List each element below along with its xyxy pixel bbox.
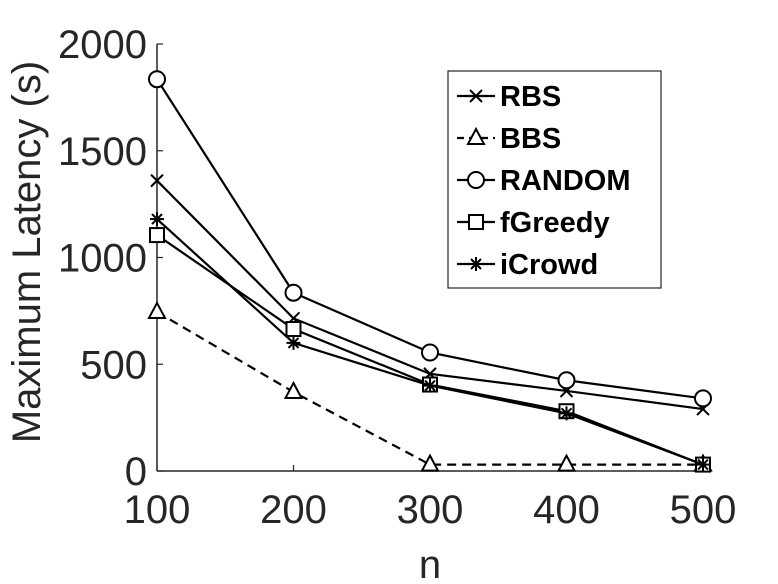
legend-marker-rbs — [469, 89, 483, 103]
series-random-point — [148, 70, 166, 89]
series-icrowd-point-stroke — [287, 337, 300, 349]
legend-item-random: RANDOM — [457, 165, 631, 197]
legend-marker-fgreedy — [468, 214, 484, 230]
series-icrowd-point-stroke — [697, 458, 709, 471]
series-random — [148, 70, 712, 408]
series-fgreedy-point — [285, 321, 302, 338]
series-icrowd-point — [559, 406, 574, 421]
x-tick-label: 400 — [533, 488, 600, 532]
series-bbs-point — [283, 380, 304, 400]
series-icrowd-point-stroke — [560, 407, 573, 420]
legend-label-icrowd: iCrowd — [500, 249, 598, 281]
x-tick-label: 500 — [670, 488, 737, 532]
x-axis-title: n — [419, 543, 441, 584]
legend-label-random: RANDOM — [500, 165, 631, 197]
series-bbs-point — [556, 453, 577, 472]
legend-marker-random — [467, 171, 485, 189]
legend-marker-icrowd — [469, 257, 483, 271]
series-icrowd-point — [423, 378, 437, 393]
y-tick-label: 1000 — [58, 237, 147, 281]
x-tick-label: 200 — [260, 488, 327, 532]
x-tick-label: 100 — [124, 488, 191, 532]
series-rbs-point — [150, 173, 164, 188]
series-bbs-point — [420, 453, 440, 472]
y-ticks: 0 500 1000 1500 2000 — [58, 23, 163, 494]
legend-item-bbs: BBS — [457, 123, 561, 155]
series-icrowd-point — [150, 212, 164, 227]
legend-marker-bbs — [466, 126, 486, 145]
series-icrowd-point-stroke — [151, 213, 163, 225]
legend-label-rbs: RBS — [500, 81, 561, 113]
legend-marker-rbs-stroke — [469, 89, 483, 103]
legend-item-icrowd: iCrowd — [457, 249, 598, 281]
legend-marker-icrowd-stroke — [470, 258, 482, 270]
y-axis-title: Maximum Latency (s) — [5, 61, 49, 443]
y-tick-label: 0 — [125, 450, 147, 494]
series-rbs-point-stroke — [150, 173, 164, 188]
series-fgreedy-point — [149, 227, 165, 244]
series-layer — [147, 70, 713, 473]
y-tick-label: 2000 — [58, 23, 147, 67]
legend-item-fgreedy: fGreedy — [457, 207, 610, 239]
legend-label-bbs: BBS — [500, 123, 561, 155]
series-random-point — [421, 343, 439, 362]
series-icrowd-point — [286, 335, 301, 350]
y-tick-label: 1500 — [58, 130, 147, 174]
series-random-point — [284, 283, 303, 302]
y-tick-label: 500 — [80, 343, 147, 387]
legend-item-rbs: RBS — [457, 81, 561, 113]
series-random-point — [694, 389, 712, 408]
x-ticks: 100 200 300 400 500 — [124, 465, 737, 532]
series-icrowd-point — [696, 457, 710, 472]
series-icrowd-point-stroke — [424, 379, 436, 392]
legend-label-fgreedy: fGreedy — [500, 207, 610, 239]
x-tick-label: 300 — [397, 488, 464, 532]
series-bbs-line — [156, 310, 703, 466]
legend: RBS BBS RANDOM fGreedy iCrowd — [447, 70, 662, 289]
series-bbs-point — [147, 300, 167, 319]
series-random-point — [557, 371, 576, 390]
series-icrowd — [150, 212, 710, 472]
